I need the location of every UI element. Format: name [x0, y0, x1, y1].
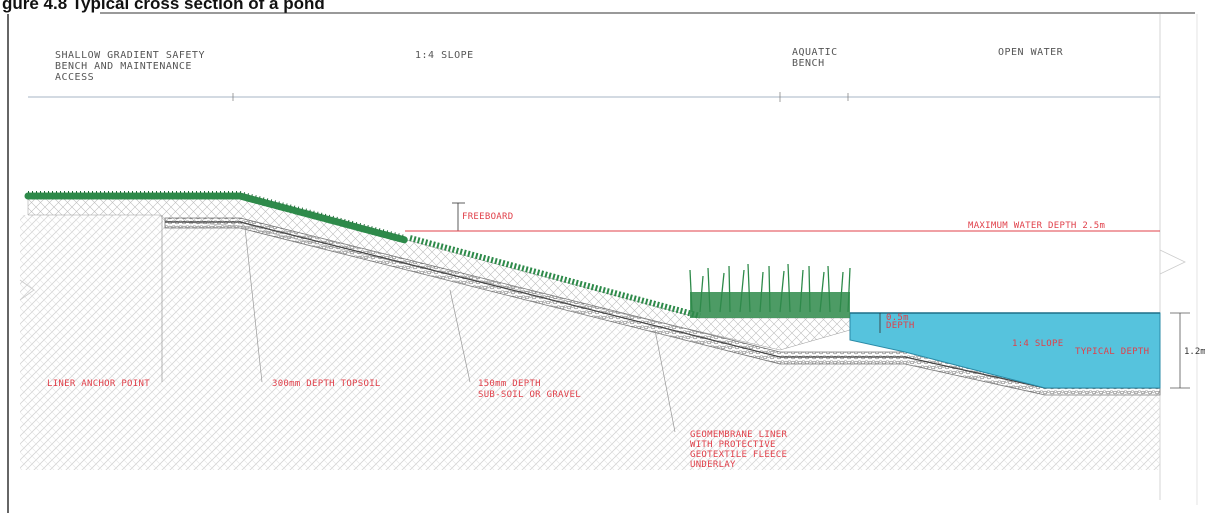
max-water-depth-label: MAXIMUM WATER DEPTH 2.5m [968, 221, 1105, 231]
subsoil-label: 150mm DEPTH SUB-SOIL OR GRAVEL [478, 379, 581, 400]
geomembrane-label: GEOMEMBRANE LINER WITH PROTECTIVE GEOTEX… [690, 430, 793, 470]
typical-depth-value: 1.2m [1184, 347, 1205, 357]
ground-soil [20, 215, 1160, 470]
zone-label-open-water: OPEN WATER [998, 47, 1064, 58]
zone-label-safety-bench: SHALLOW GRADIENT SAFETY BENCH AND MAINTE… [55, 50, 212, 83]
zone-label-aquatic-bench: AQUATIC BENCH [792, 47, 844, 69]
topsoil-label: 300mm DEPTH TOPSOIL [272, 379, 381, 389]
figure-title: gure 4.8 Typical cross section of a pond [2, 0, 325, 13]
freeboard-label: FREEBOARD [462, 212, 513, 222]
topsoil-layer [27, 195, 851, 351]
zone-label-slope: 1:4 SLOPE [415, 50, 474, 61]
liner-anchor-label: LINER ANCHOR POINT [47, 379, 150, 389]
bench-depth-label: 0.5m DEPTH [886, 313, 915, 331]
typical-depth-label: TYPICAL DEPTH [1075, 347, 1149, 357]
subsoil-gravel-layer [164, 217, 1161, 396]
grass-bank [24, 192, 409, 244]
aquatic-reeds [689, 263, 851, 318]
inner-slope-label: 1:4 SLOPE [1012, 339, 1063, 349]
